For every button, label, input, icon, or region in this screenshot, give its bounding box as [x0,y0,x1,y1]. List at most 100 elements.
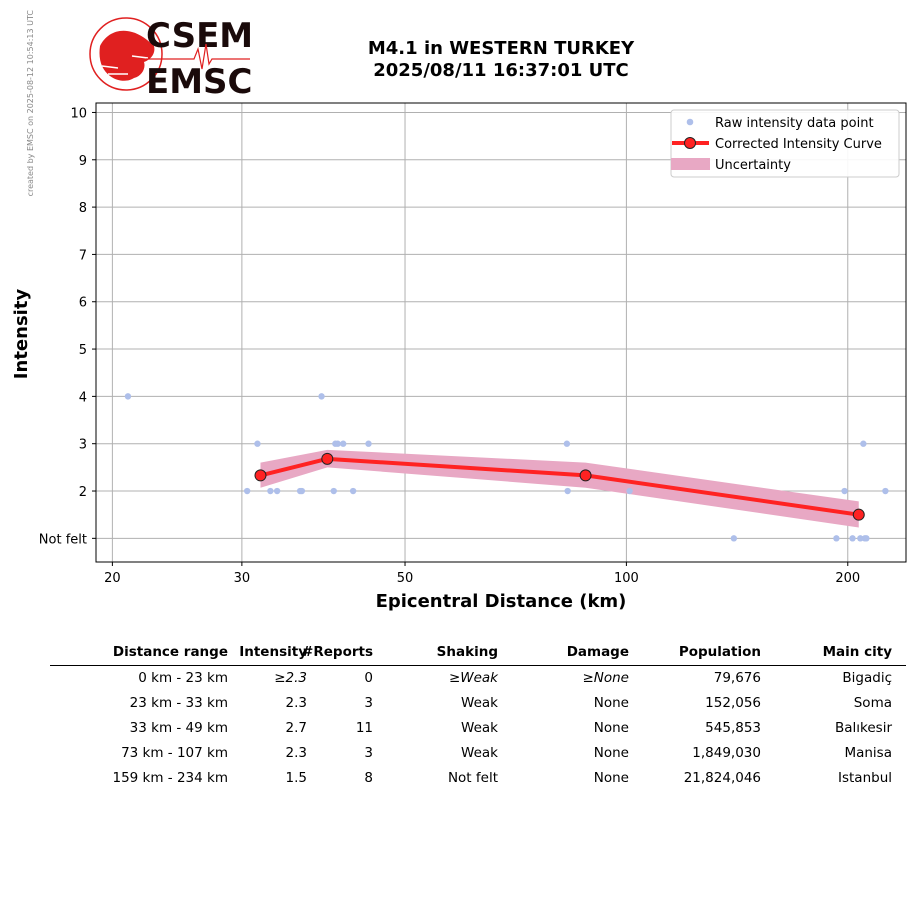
curve-point [321,452,334,465]
raw-data-point [626,487,633,495]
table-row: 159 km - 234 km 1.5 8 Not felt None 21,824,04… [50,766,906,791]
cell-population: 545,853 [705,720,761,736]
logo-text-emsc: EMSC [146,62,253,98]
y-tick-label: 9 [79,154,87,169]
raw-data-point [365,440,372,447]
y-tick-label: 7 [79,248,87,263]
cell-distance: 159 km - 234 km [112,770,228,786]
y-tick-label: 2 [79,485,87,500]
uncertainty-area [260,449,859,528]
header-distance: Distance range [112,644,228,660]
raw-data-point [841,487,848,495]
cell-population: 79,676 [713,670,761,686]
cell-damage: None [593,720,629,736]
y-axis-ticks: Not felt 2 3 4 5 6 7 8 9 10 [39,106,96,547]
y-axis-label: Intensity [11,289,32,380]
credit-label: created by EMSC on 2025-08-12 10:54:13 U… [26,10,35,196]
x-axis-label: Epicentral Distance (km) [376,591,627,612]
logo-text-csem: CSEM [146,16,253,56]
header-main-city: Main city [822,644,892,660]
legend-uncertainty-label: Uncertainty [715,158,791,173]
chart-title: M4.1 in WESTERN TURKEY 2025/08/11 16:37:… [300,38,702,82]
raw-data-point [857,535,864,542]
table-row: 33 km - 49 km 2.7 11 Weak None 545,853 Balıkes… [50,716,906,741]
x-tick-label: 200 [835,571,860,586]
header-intensity: Intensity [239,644,307,660]
cell-intensity: 2.7 [285,720,307,736]
legend-raw-marker [686,118,694,126]
raw-data-point [334,440,341,447]
header-damage: Damage [566,644,629,660]
cell-reports: 3 [364,745,373,761]
raw-data-point [298,487,306,495]
curve-point [579,469,592,482]
cell-reports: 8 [364,770,373,786]
cell-shaking: ≥Weak [448,670,498,686]
x-tick-label: 30 [234,571,251,586]
cell-intensity: 2.3 [285,695,307,711]
cell-shaking: Not felt [447,770,498,786]
y-tick-label: Not felt [39,532,87,547]
legend-curve-label: Corrected Intensity Curve [715,137,882,152]
table-header-rule [50,665,906,666]
cell-main-city: Soma [853,695,892,711]
raw-data-point [267,487,274,495]
raw-data-point [349,487,357,495]
legend-box [670,109,900,178]
raw-data-point [860,440,867,447]
cell-intensity: 2.3 [285,745,307,761]
legend: Raw intensity data point Corrected Inten… [670,109,900,178]
corrected-curve [254,452,865,521]
raw-data-point [330,487,337,495]
table-header-row: Distance range Intensity #Reports Shakin… [50,640,906,665]
cell-shaking: Weak [461,695,498,711]
raw-points [124,393,889,542]
header-shaking: Shaking [436,644,498,660]
legend-raw-label: Raw intensity data point [715,116,874,131]
cell-population: 21,824,046 [683,770,761,786]
x-tick-label: 20 [104,571,121,586]
y-tick-label: 4 [79,390,87,405]
raw-data-point [339,440,347,447]
cell-population: 1,849,030 [692,745,761,761]
legend-curve-marker [684,137,696,149]
x-axis-ticks: 20 30 50 100 200 [104,562,860,586]
cell-distance: 73 km - 107 km [121,745,228,761]
curve-point [852,508,865,521]
y-tick-label: 5 [79,343,87,358]
raw-data-point [849,535,856,542]
cell-distance: 0 km - 23 km [138,670,228,686]
cell-intensity: ≥2.3 [274,670,307,686]
raw-data-point [863,535,870,542]
cell-main-city: Bigadiç [842,670,892,686]
credit-text: created by EMSC on 2025-08-12 10:54:13 U… [26,10,35,196]
cell-shaking: Weak [461,745,498,761]
header-population: Population [678,644,761,660]
cell-damage: None [593,770,629,786]
cell-shaking: Weak [461,720,498,736]
curve-line [260,456,860,517]
grid-lines [96,103,906,562]
table-body: 0 km - 23 km ≥2.3 0 ≥Weak ≥None 79,676 Bigadiç… [50,666,906,791]
cell-distance: 23 km - 33 km [129,695,228,711]
y-tick-label: 6 [79,296,87,311]
raw-data-point [564,487,571,495]
csem-emsc-logo: CSEM EMSC [89,16,253,98]
cell-population: 152,056 [705,695,761,711]
curve-point [254,469,267,482]
cell-main-city: Istanbul [837,770,892,786]
raw-data-point [882,487,889,495]
cell-reports: 0 [364,670,373,686]
y-tick-label: 8 [79,201,87,216]
title-event: M4.1 in WESTERN TURKEY [367,38,635,59]
raw-data-point [833,535,840,542]
title-datetime: 2025/08/11 16:37:01 UTC [373,60,629,81]
header-reports: #Reports [302,644,373,660]
raw-data-point [124,393,132,400]
cell-reports: 11 [355,720,373,736]
raw-data-point [254,440,261,447]
plot-frame [95,102,907,563]
cell-main-city: Balıkesir [834,720,892,736]
cell-reports: 3 [364,695,373,711]
intensity-chart: 20 30 50 100 200 Not felt 2 3 4 5 6 7 8 9 10 Epicentr… [11,102,907,612]
